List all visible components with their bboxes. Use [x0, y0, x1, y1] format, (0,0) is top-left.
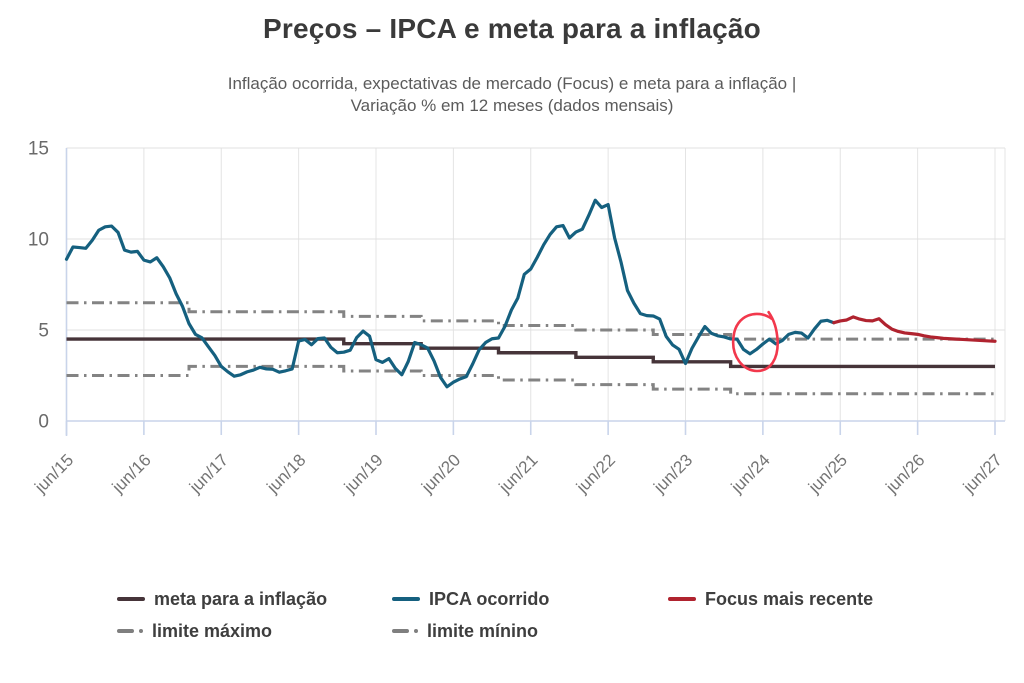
hand-drawn-circle-annotation: [731, 310, 779, 373]
legend-item-focus: Focus mais recente: [668, 588, 873, 610]
x-tick-label: jun/27: [959, 450, 1006, 497]
y-tick-label: 15: [28, 139, 49, 160]
x-tick-label: jun/24: [727, 450, 774, 497]
legend-item-ipca: IPCA ocorrido: [392, 588, 549, 610]
legend-label-limite-maximo: limite máximo: [152, 620, 273, 641]
y-tick-label: 0: [38, 412, 49, 433]
series-ipca-ocorrido: [64, 198, 836, 389]
legend-item-limite-minino: limite mínino: [392, 620, 538, 642]
x-tick-label: jun/22: [572, 450, 619, 497]
series-limite-minino: [66, 364, 995, 396]
x-tick-label: jun/18: [263, 450, 310, 497]
x-tick-label: jun/21: [495, 450, 542, 497]
x-tick-label: jun/19: [340, 450, 387, 497]
legend-swatch-meta: [117, 597, 145, 601]
subtitle-line-2: Variação % em 12 meses (dados mensais): [350, 96, 674, 115]
legend-swatch-focus: [668, 597, 696, 601]
x-tick-label: jun/26: [882, 450, 929, 497]
legend-label-limite-minino: limite mínino: [427, 620, 539, 641]
legend-label-meta: meta para a inflação: [154, 588, 328, 609]
legend-swatch-ipca: [392, 597, 420, 601]
y-tick-label: 10: [28, 230, 49, 251]
page-title: Preços – IPCA e meta para a inflação: [263, 13, 761, 44]
subtitle-line-1: Inflação ocorrida, expectativas de merca…: [227, 74, 797, 93]
x-tick-label: jun/17: [185, 450, 232, 497]
legend-item-meta: meta para a inflação: [117, 588, 327, 610]
legend-label-focus: Focus mais recente: [705, 588, 874, 609]
y-tick-label: 5: [38, 321, 49, 342]
x-tick-label: jun/23: [649, 450, 696, 497]
series-meta-para-a-inflacao: [66, 337, 995, 369]
chart-legend: meta para a inflação IPCA ocorrido Focus…: [0, 586, 1024, 658]
x-tick-label: jun/15: [30, 450, 77, 497]
legend-label-ipca: IPCA ocorrido: [429, 588, 550, 609]
x-tick-label: jun/16: [108, 450, 155, 497]
chart-subtitle: Inflação ocorrida, expectativas de merca…: [0, 73, 1024, 117]
series-limite-maximo: [66, 301, 995, 341]
x-tick-label: jun/20: [417, 450, 464, 497]
legend-swatch-limite-maximo: [117, 629, 143, 633]
legend-item-limite-maximo: limite máximo: [117, 620, 272, 642]
series-focus-mais-recente: [832, 315, 997, 343]
legend-swatch-limite-minino: [392, 629, 418, 633]
x-tick-label: jun/25: [804, 450, 851, 497]
